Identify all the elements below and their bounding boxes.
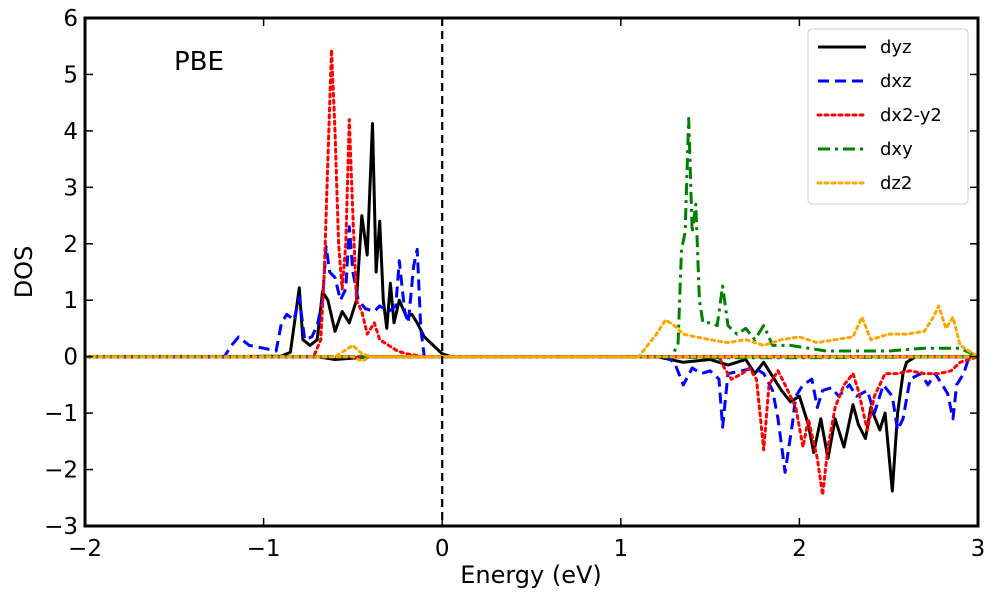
series-dxz-spin-down [85, 355, 978, 474]
x-tick-label: −2 [68, 536, 102, 562]
legend-box [807, 28, 969, 205]
legend-item-dxy: dxy [818, 139, 913, 160]
legend-item-dz2: dz2 [816, 173, 912, 194]
y-tick-label: 4 [63, 119, 78, 145]
plot-frame [83, 16, 980, 528]
series-dyz-spin-down [85, 355, 978, 493]
y-tick-label: −1 [44, 401, 78, 427]
series-dx2-y2-spin-up [85, 48, 978, 359]
y-axis-title: DOS [10, 246, 38, 299]
legend-items: dyz dxz dx2-y2 dxy dz2 [816, 37, 942, 194]
series-dxy-spin-up [85, 117, 978, 359]
x-tick-label: 2 [792, 536, 807, 562]
x-tick-label: 1 [613, 536, 628, 562]
x-tick-label: 3 [971, 536, 986, 562]
y-tick-label: 3 [63, 175, 78, 201]
method-annotation: PBE [174, 47, 224, 77]
legend-label: dxz [880, 71, 912, 92]
legend: dyz dxz dx2-y2 dxy dz2 [807, 28, 969, 205]
x-tick-label: 0 [435, 536, 450, 562]
legend-label: dyz [880, 37, 912, 58]
series-dyz-spin-up [85, 122, 978, 359]
series-dz2-spin-down [85, 355, 978, 363]
y-tick-label: 5 [63, 62, 78, 88]
y-tick-label: 0 [63, 345, 78, 371]
x-axis-title: Energy (eV) [460, 561, 602, 589]
series-dx2-y2-spin-down [85, 355, 978, 497]
y-tick-label: 6 [63, 6, 78, 32]
legend-item-dx2-y2: dx2-y2 [816, 105, 942, 126]
series-dxz-spin-up [85, 225, 978, 359]
series-layer [85, 48, 978, 497]
y-tick-label: −2 [44, 458, 78, 484]
legend-label: dxy [880, 139, 913, 160]
y-tick-label: 1 [63, 288, 78, 314]
y-tick-label: −3 [44, 514, 78, 540]
x-tick-label: −1 [247, 536, 281, 562]
legend-item-dxz: dxz [818, 71, 912, 92]
legend-label: dx2-y2 [880, 105, 942, 126]
legend-label: dz2 [880, 173, 912, 194]
legend-item-dyz: dyz [818, 37, 912, 58]
y-tick-label: 2 [63, 232, 78, 258]
